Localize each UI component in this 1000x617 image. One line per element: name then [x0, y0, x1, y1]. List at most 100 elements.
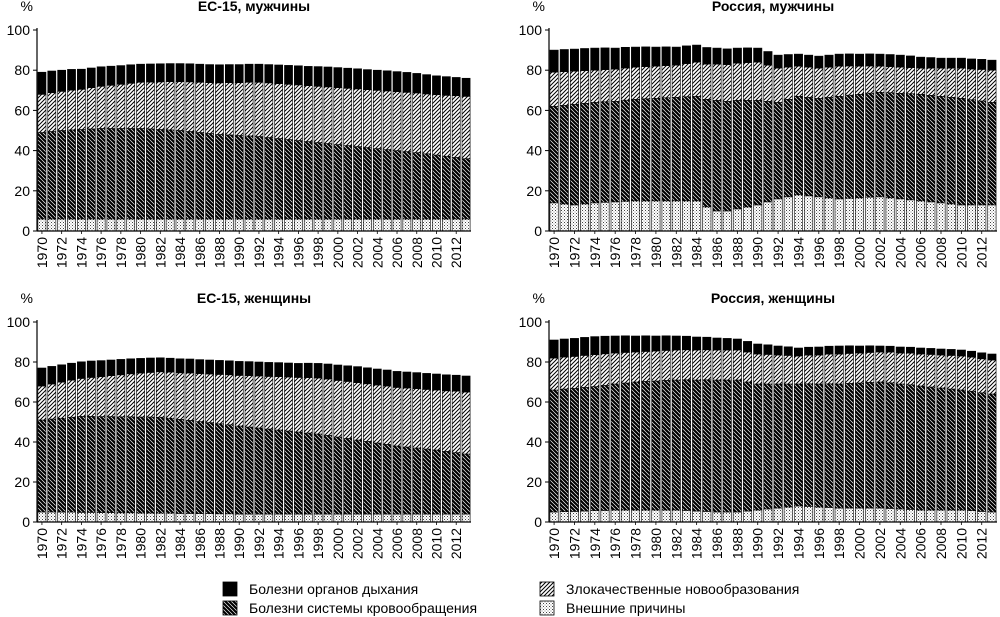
y-axis-unit: %: [533, 290, 545, 306]
bar-segment-circ-1975: [600, 385, 610, 511]
y-tick-label: 0: [534, 514, 542, 530]
bar-segment-resp-2001: [343, 365, 353, 382]
bar-segment-circ-2012: [451, 157, 461, 220]
bar-segment-canc-1982: [155, 371, 165, 418]
bar-segment-circ-1987: [722, 379, 732, 513]
bar-segment-ext-1999: [844, 197, 854, 232]
bar-segment-canc-2009: [422, 93, 431, 155]
bar-segment-canc-1980: [651, 65, 661, 99]
bar-segment-circ-1995: [284, 430, 293, 515]
bar-segment-ext-1981: [661, 200, 671, 232]
bar-segment-canc-1974: [77, 378, 86, 417]
bar-segment-resp-1981: [661, 335, 671, 351]
bar-segment-circ-1970: [37, 132, 47, 220]
bar-segment-canc-1996: [814, 354, 824, 385]
bar-segment-canc-1995: [804, 354, 814, 385]
bar-segment-resp-1977: [106, 65, 116, 86]
bar-segment-canc-2012: [977, 358, 987, 394]
x-tick-label: 1978: [628, 528, 644, 559]
bar-segment-canc-2011: [967, 356, 977, 392]
bar-segment-circ-1985: [702, 99, 712, 208]
bar-segment-resp-1987: [722, 48, 732, 65]
bar-segment-circ-1973: [580, 387, 590, 512]
bar-segment-circ-1990: [753, 100, 763, 206]
bar-segment-ext-2007: [402, 218, 412, 232]
bar-segment-circ-2001: [343, 438, 353, 515]
bar-segment-resp-1970: [549, 339, 559, 359]
bar-segment-resp-2013: [461, 375, 471, 393]
y-tick-label: 80: [526, 354, 542, 370]
bar-segment-circ-2009: [422, 448, 431, 515]
bar-segment-circ-1994: [793, 96, 803, 196]
bar-segment-resp-1980: [136, 358, 145, 374]
bar-segment-circ-1989: [743, 381, 753, 512]
bar-segment-canc-1976: [96, 85, 106, 129]
bar-segment-ext-1979: [126, 512, 136, 523]
legend-swatch-canc: [539, 581, 555, 597]
bar-segment-canc-1972: [57, 381, 67, 419]
bar-segment-ext-1980: [136, 218, 145, 232]
bar-segment-resp-1979: [126, 64, 136, 84]
y-tick-label: 40: [526, 143, 542, 159]
chart-title: Россия, женщины: [711, 290, 835, 306]
bar-segment-resp-1976: [96, 66, 106, 87]
bar-segment-circ-1997: [824, 97, 834, 199]
chart-panel-2: Россия, мужчины% 0 20 40 60 80 100 1970 1972 1974…: [519, 0, 997, 268]
bar-segment-canc-1978: [116, 83, 126, 129]
bar-segment-circ-2002: [875, 381, 885, 509]
bar-segment-resp-1997: [824, 345, 834, 355]
bar-segment-resp-1996: [294, 65, 303, 86]
bar-segment-resp-2006: [916, 347, 926, 355]
bar-segment-ext-2002: [875, 507, 885, 523]
bar-segment-resp-1985: [185, 358, 195, 374]
bar-segment-circ-1970: [549, 106, 559, 204]
bar-segment-circ-1983: [681, 96, 691, 202]
y-tick-label: 60: [526, 102, 542, 118]
bar-segment-canc-1992: [773, 354, 783, 385]
bar-segment-canc-2013: [461, 391, 471, 455]
bar-segment-circ-1975: [86, 416, 96, 513]
bar-segment-canc-1977: [106, 84, 116, 129]
bar-segment-canc-1978: [631, 351, 641, 383]
bar-segment-resp-2003: [885, 54, 895, 67]
x-tick-label: 1974: [587, 237, 603, 268]
bar-segment-resp-1995: [804, 54, 814, 68]
bar-segment-ext-1973: [580, 203, 590, 232]
bar-segment-resp-1999: [844, 53, 854, 67]
bar-segment-resp-2009: [422, 74, 431, 95]
bar-segment-ext-2005: [905, 199, 915, 232]
bar-segment-ext-1980: [651, 200, 661, 232]
bar-segment-ext-1992: [254, 218, 264, 232]
bar-segment-canc-1977: [620, 67, 630, 101]
bar-segment-resp-1974: [77, 361, 86, 379]
bar-segment-resp-1996: [814, 55, 824, 69]
bar-segment-circ-1998: [834, 96, 844, 200]
bar-segment-ext-1991: [763, 508, 773, 523]
x-tick-label: 1992: [251, 528, 267, 559]
bar-segment-circ-2004: [895, 93, 905, 200]
bar-segment-ext-2007: [926, 201, 936, 232]
bar-segment-circ-2000: [855, 382, 865, 509]
bar-segment-ext-1993: [783, 506, 793, 523]
bar-segment-resp-1971: [559, 49, 569, 72]
bar-segment-resp-2009: [946, 349, 956, 356]
bar-segment-resp-1975: [86, 67, 96, 88]
bar-segment-resp-2003: [885, 345, 895, 353]
bar-segment-canc-2010: [956, 355, 966, 391]
bar-segment-circ-1994: [274, 429, 284, 515]
bar-segment-ext-1988: [215, 218, 224, 232]
bar-segment-canc-1991: [244, 375, 254, 428]
bar-segment-canc-1997: [303, 377, 313, 434]
bar-segment-circ-1977: [106, 416, 116, 513]
bar-segment-ext-1979: [641, 509, 651, 523]
bar-segment-canc-1998: [313, 85, 323, 143]
bar-segment-resp-2004: [372, 69, 382, 91]
bar-segment-ext-1996: [814, 196, 824, 232]
bar-segment-ext-2012: [977, 204, 987, 232]
bar-segment-ext-2008: [412, 218, 422, 232]
bar-segment-canc-2007: [402, 92, 412, 152]
bar-segment-ext-1990: [234, 513, 244, 523]
bar-segment-ext-1979: [126, 218, 136, 232]
bar-segment-resp-1985: [702, 336, 712, 351]
